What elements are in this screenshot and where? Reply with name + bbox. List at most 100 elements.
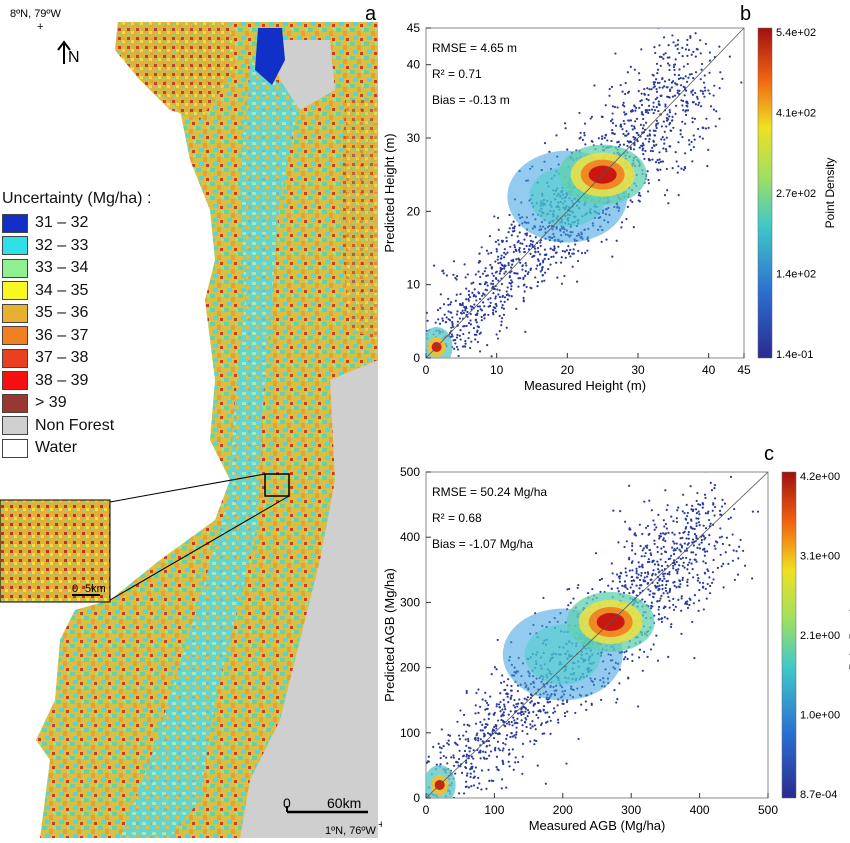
scatter-point <box>641 669 644 672</box>
scatter-point <box>496 768 499 771</box>
scatter-point <box>649 648 653 651</box>
scatter-point <box>672 8 674 10</box>
scatter-point <box>660 552 663 555</box>
scatter-point <box>476 732 479 735</box>
scatter-point <box>688 603 691 607</box>
scatter-point <box>651 150 655 153</box>
density-points <box>426 472 760 798</box>
scatter-point <box>469 775 472 779</box>
scatter-point <box>458 334 461 337</box>
scatter-point <box>624 656 627 659</box>
scatter-point <box>619 84 622 87</box>
scatter-point <box>549 719 552 722</box>
scatter-point <box>645 121 648 124</box>
scatter-point <box>477 711 480 714</box>
scatter-point <box>704 42 707 45</box>
scatter-point <box>668 606 671 609</box>
scatter-point <box>691 541 694 544</box>
scatter-point <box>525 234 528 237</box>
scatter-point <box>684 602 687 605</box>
scatter-point <box>501 264 504 267</box>
scatter-point <box>491 282 495 285</box>
scatter-point <box>569 601 572 604</box>
scatter-point <box>672 519 675 523</box>
scatter-point <box>668 123 671 126</box>
scatter-point <box>465 691 468 695</box>
scatter-point <box>671 115 674 118</box>
legend-label: 35 – 36 <box>35 304 89 322</box>
scatter-point <box>659 558 662 561</box>
scatter-point <box>472 326 476 330</box>
scatter-point <box>673 608 676 611</box>
scatter-point <box>495 248 498 251</box>
scatter-point <box>503 724 506 727</box>
scatter-point <box>507 713 510 716</box>
scatter-point <box>447 743 450 746</box>
scatter-point <box>695 499 698 503</box>
scatter-point <box>609 120 613 123</box>
scatter-point <box>495 250 498 253</box>
x-tick-label: 500 <box>758 803 778 817</box>
scatter-point <box>457 354 460 358</box>
scatter-point <box>543 257 546 260</box>
scatter-point <box>703 571 706 574</box>
scatter-point <box>469 747 472 750</box>
scatter-point <box>494 260 497 263</box>
scatter-point <box>635 117 639 120</box>
scatter-point <box>692 551 695 554</box>
scatter-point <box>619 123 623 126</box>
scatter-point <box>452 273 455 276</box>
scatter-point <box>703 547 706 550</box>
scatter-point <box>675 520 679 524</box>
scatter-point <box>529 239 533 242</box>
scatter-point <box>514 721 518 724</box>
scatter-point <box>477 751 481 754</box>
scatter-point <box>662 519 665 522</box>
scatter-point <box>704 472 707 473</box>
scatter-point <box>483 270 486 273</box>
scatter-point <box>521 242 524 245</box>
scatter-point <box>666 56 669 59</box>
scatter-point <box>713 505 717 509</box>
scatter-point <box>496 337 500 340</box>
scatter-point <box>521 742 525 745</box>
scatter-point <box>544 253 548 257</box>
scatter-point <box>516 272 519 275</box>
scatter-point <box>647 182 650 185</box>
scatter-point <box>520 719 523 722</box>
scatter-point <box>686 580 689 584</box>
scatter-point <box>669 587 672 590</box>
scatter-point <box>507 701 510 704</box>
scatter-point <box>740 81 743 84</box>
legend-label: Non Forest <box>35 416 115 434</box>
scatter-point <box>531 725 534 728</box>
scatter-point <box>616 106 619 109</box>
scatter-point <box>495 703 498 706</box>
scatter-point <box>643 576 646 579</box>
scatter-point <box>445 316 448 319</box>
scatter-point <box>684 89 688 92</box>
scatter-point <box>626 587 629 591</box>
legend-swatch <box>2 236 28 256</box>
scatter-point <box>640 144 643 147</box>
scatter-point <box>534 236 537 239</box>
scatter-point <box>487 252 490 255</box>
scatter-point <box>666 572 669 575</box>
scatter-point <box>542 259 545 262</box>
scatter-point <box>525 244 528 248</box>
scatter-point <box>536 285 539 288</box>
scatter-point <box>701 137 704 140</box>
scatter-point <box>494 310 498 313</box>
scatter-point <box>639 544 642 548</box>
scatter-point <box>660 138 663 141</box>
scatter-point <box>682 493 685 496</box>
x-tick-label: 30 <box>631 363 645 377</box>
scatter-point <box>440 728 443 731</box>
scatter-point <box>674 44 677 47</box>
scatter-point <box>620 572 623 575</box>
scatter-point <box>663 616 666 619</box>
scatter-point <box>701 586 705 589</box>
scatter-point <box>464 780 468 783</box>
scatter-point <box>553 710 557 713</box>
scatter-point <box>686 514 689 518</box>
